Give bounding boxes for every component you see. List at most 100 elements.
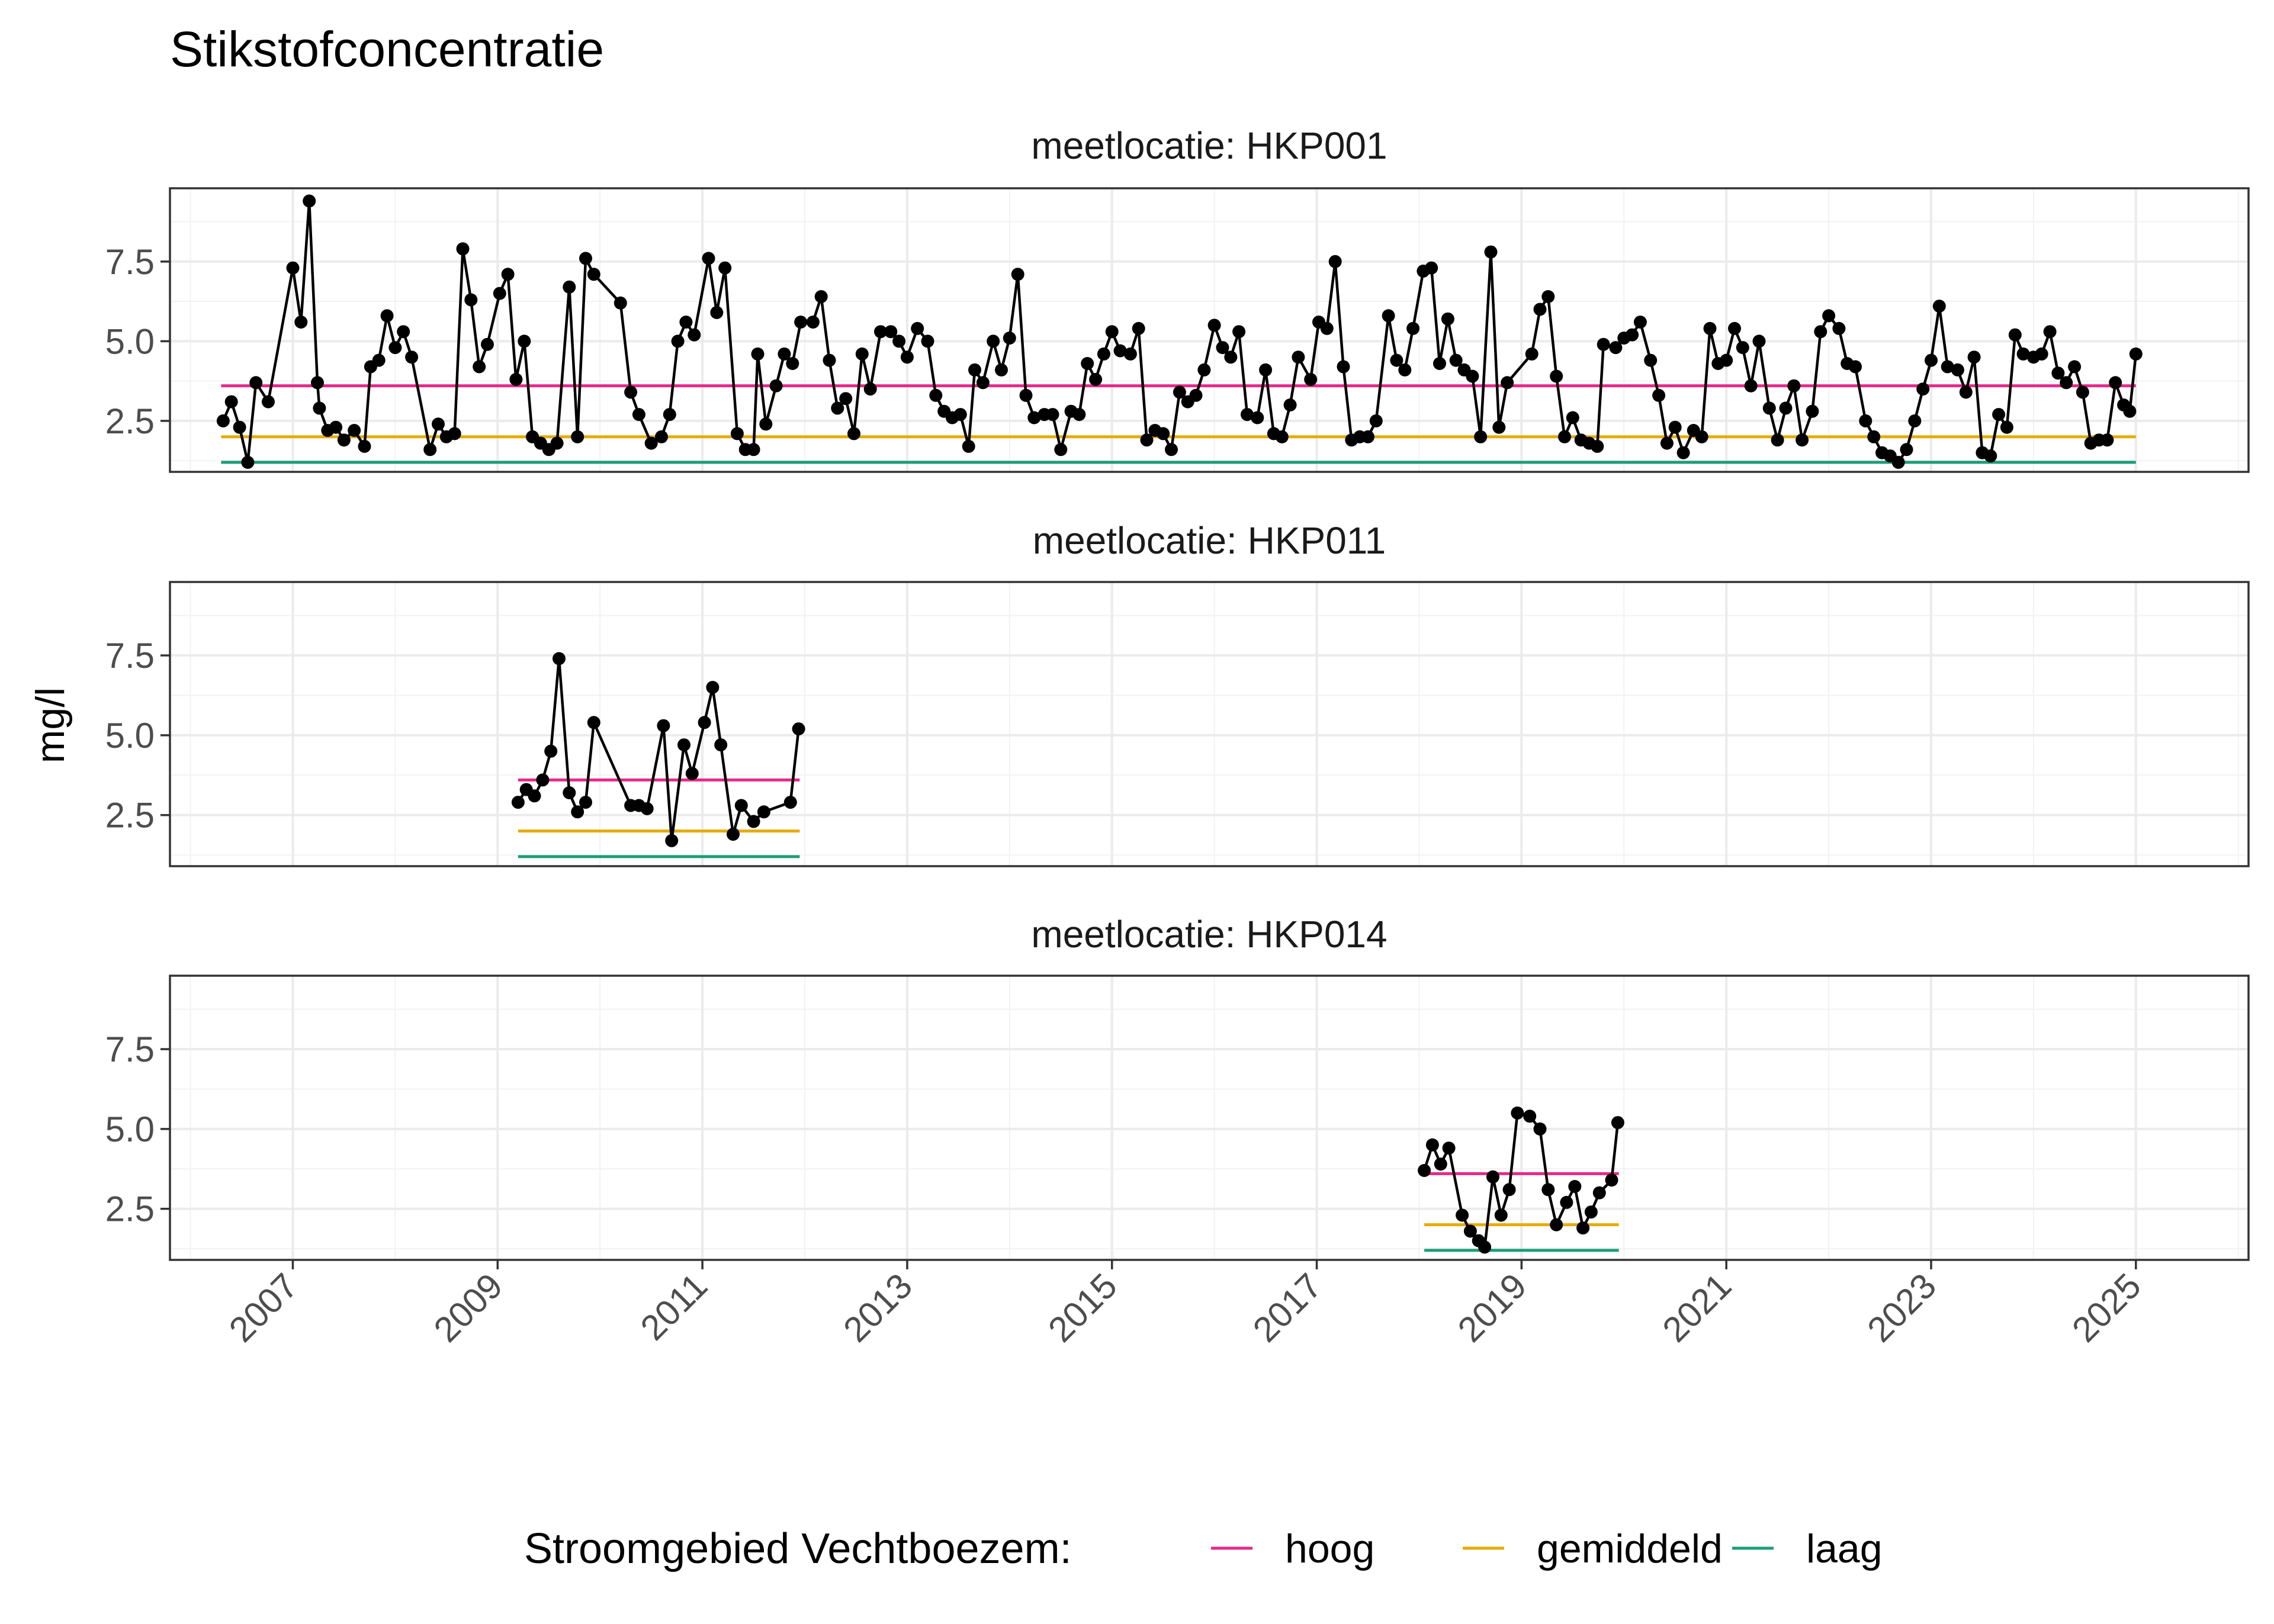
data-point <box>2129 347 2143 361</box>
data-point <box>698 716 711 729</box>
data-point <box>710 305 724 319</box>
data-point <box>233 420 246 434</box>
data-point <box>1165 443 1178 456</box>
data-point <box>358 439 371 453</box>
data-point <box>671 335 685 348</box>
data-point <box>1566 411 1579 425</box>
x-tick-label: 2017 <box>1245 1266 1329 1350</box>
data-point <box>1494 1208 1508 1222</box>
data-point <box>550 436 564 450</box>
data-point <box>855 347 869 361</box>
data-point <box>405 350 419 364</box>
data-point <box>1463 1224 1477 1238</box>
data-point <box>1275 430 1289 443</box>
panel-border <box>169 581 2250 867</box>
data-point <box>1695 430 1708 443</box>
data-point <box>1558 430 1571 443</box>
data-point <box>388 341 402 355</box>
data-point <box>337 433 351 447</box>
data-point <box>1054 443 1068 456</box>
data-point <box>1932 300 1946 313</box>
data-point <box>1197 363 1211 377</box>
data-point <box>1597 337 1610 351</box>
x-tick-label: 2021 <box>1655 1266 1739 1350</box>
data-point <box>1486 1170 1499 1184</box>
data-point <box>241 455 255 469</box>
data-point <box>553 652 566 665</box>
data-point <box>501 268 515 281</box>
data-point <box>1449 353 1463 367</box>
data-point <box>2123 404 2137 418</box>
data-point <box>2043 325 2057 339</box>
panel-background <box>170 976 2249 1260</box>
data-point <box>216 414 230 427</box>
data-point <box>1259 363 1273 377</box>
data-point <box>1584 1205 1598 1219</box>
panel-hkp011: meetlocatie: HKP011 2.5 5.0 7.5 <box>105 519 2250 867</box>
data-point <box>794 316 808 329</box>
data-point <box>1478 1240 1492 1254</box>
data-point <box>372 353 386 367</box>
data-point <box>563 280 576 294</box>
data-point <box>1189 388 1203 402</box>
data-point <box>249 376 263 390</box>
data-point <box>2076 385 2089 399</box>
data-point <box>1814 325 1827 339</box>
data-point <box>1867 430 1881 443</box>
data-point <box>1523 1110 1537 1123</box>
data-point <box>1541 1183 1555 1197</box>
data-point <box>685 767 699 780</box>
data-point <box>224 395 238 409</box>
y-axis-label: mg/l <box>28 687 73 763</box>
data-point <box>481 337 494 351</box>
data-point <box>1241 408 1254 422</box>
data-point <box>432 417 445 431</box>
data-point <box>1292 350 1305 364</box>
data-point <box>1232 325 1246 339</box>
panel-hkp014: meetlocatie: HKP014 2.5 5.0 7.5 <box>105 913 2250 1261</box>
data-point <box>1382 309 1395 323</box>
data-point <box>747 815 760 828</box>
y-tick-label: 2.5 <box>105 401 155 441</box>
data-point <box>1668 420 1682 434</box>
data-point <box>1550 369 1563 383</box>
data-point <box>1251 411 1264 425</box>
data-point <box>929 388 943 402</box>
data-point <box>1113 344 1127 358</box>
data-point <box>2000 420 2013 434</box>
data-point <box>536 773 550 787</box>
data-point <box>1771 433 1784 447</box>
data-point <box>892 335 906 348</box>
data-point <box>1157 427 1170 440</box>
data-point <box>1328 255 1342 268</box>
data-point <box>677 738 690 752</box>
legend-label-gemiddeld: gemiddeld <box>1537 1526 1723 1571</box>
panel-background <box>170 188 2249 472</box>
data-point <box>1806 404 1819 418</box>
data-point <box>1591 439 1604 453</box>
data-point <box>1011 268 1024 281</box>
data-point <box>640 802 654 815</box>
data-point <box>2016 347 2030 361</box>
x-tick-label: 2019 <box>1450 1266 1534 1350</box>
data-point <box>1390 353 1403 367</box>
data-point <box>953 408 967 422</box>
data-point <box>814 290 828 303</box>
data-point <box>1720 353 1733 367</box>
data-point <box>1796 433 1809 447</box>
data-point <box>1568 1180 1582 1193</box>
x-tick-label: 2015 <box>1040 1266 1125 1350</box>
y-tick-label: 2.5 <box>105 1189 155 1229</box>
data-point <box>464 293 478 307</box>
data-point <box>1644 353 1658 367</box>
data-point <box>786 357 799 370</box>
data-point <box>1019 388 1033 402</box>
data-point <box>734 799 748 812</box>
data-point <box>2035 347 2048 361</box>
data-point <box>1533 1122 1547 1136</box>
data-point <box>1525 347 1539 361</box>
data-point <box>294 316 308 329</box>
data-point <box>1779 401 1793 415</box>
y-tick-label: 5.0 <box>105 1110 155 1149</box>
data-point <box>1891 455 1905 469</box>
